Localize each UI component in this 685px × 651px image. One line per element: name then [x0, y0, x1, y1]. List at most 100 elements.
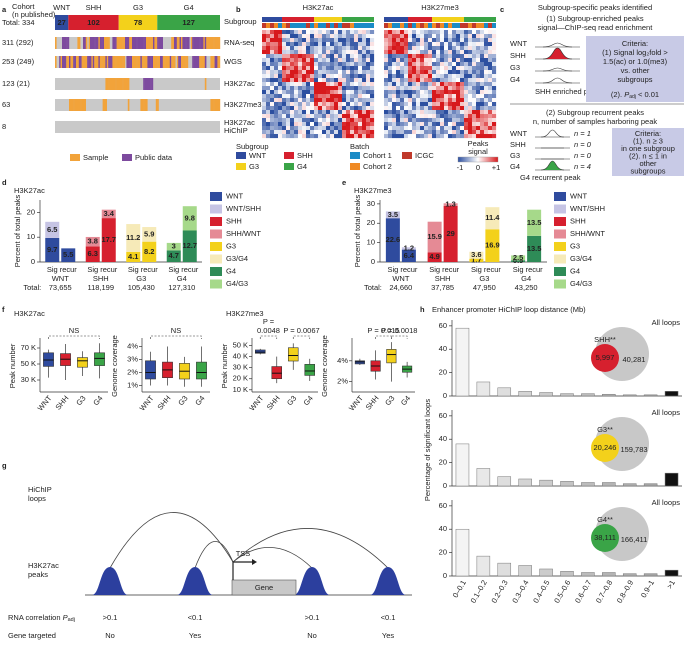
heatmap-cell: [354, 130, 359, 135]
heatmap-cell: [452, 82, 457, 87]
heatmap-cell: [468, 130, 473, 135]
heatmap-cell: [400, 102, 405, 107]
heatmap-cell: [492, 78, 497, 83]
sample-stripe: [174, 56, 176, 68]
sample-stripe: [200, 37, 203, 49]
heatmap-cell: [302, 86, 307, 91]
heatmap-cell: [468, 78, 473, 83]
bar: [581, 393, 595, 397]
heatmap-cell: [298, 46, 303, 51]
sample-stripe: [98, 37, 100, 49]
heatmap-cell: [396, 130, 401, 135]
heatmap-cell: [338, 42, 343, 47]
heatmap-cell: [488, 74, 493, 79]
heatmap-cell: [388, 82, 393, 87]
scale-label: -1: [457, 163, 464, 172]
heatmap-cell: [294, 66, 299, 71]
heatmap-cell: [456, 78, 461, 83]
heatmap-cell: [350, 54, 355, 59]
x-tick-label: 0.8–0.9: [615, 578, 635, 604]
batch-annotation: [266, 23, 270, 28]
row-label: H3K27ac: [224, 118, 255, 127]
heatmap-cell: [322, 62, 327, 67]
heatmap-cell: [318, 122, 323, 127]
heatmap-cell: [384, 98, 389, 103]
heatmap-cell: [322, 110, 327, 115]
heatmap-cell: [346, 78, 351, 83]
heatmap-cell: [452, 74, 457, 79]
heatmap-cell: [408, 38, 413, 43]
heatmap-cell: [362, 106, 367, 111]
heatmap-cell: [346, 42, 351, 47]
batch-annotation: [492, 23, 496, 28]
sample-stripe: [155, 37, 158, 49]
heatmap-cell: [298, 30, 303, 35]
sample-stripe: [85, 37, 88, 49]
heatmap-cell: [290, 98, 295, 103]
heatmap-cell: [342, 50, 347, 55]
heatmap-cell: [334, 94, 339, 99]
criteria-text: Criteria:: [622, 39, 648, 48]
heatmap-cell: [404, 90, 409, 95]
bar: [539, 392, 553, 397]
heatmap-cell: [448, 130, 453, 135]
heatmap-cell: [480, 122, 485, 127]
bar: [602, 482, 616, 487]
heatmap-cell: [322, 134, 327, 139]
heatmap-cell: [318, 102, 323, 107]
heatmap-cell: [342, 66, 347, 71]
heatmap-cell: [432, 74, 437, 79]
heatmap-cell: [416, 30, 421, 35]
heatmap-cell: [404, 50, 409, 55]
heatmap-cell: [290, 90, 295, 95]
subgroup-annotation: [428, 17, 432, 22]
heatmap-cell: [456, 70, 461, 75]
heatmap-cell: [432, 94, 437, 99]
sample-stripe: [97, 56, 99, 68]
heatmap-cell: [424, 102, 429, 107]
heatmap-cell: [330, 62, 335, 67]
heatmap-cell: [274, 66, 279, 71]
legend-swatch: [210, 254, 222, 264]
heatmap-cell: [282, 42, 287, 47]
bar-label: recur: [181, 265, 199, 274]
group-label: G3: [479, 274, 489, 283]
panel-letter: h: [420, 305, 425, 314]
heatmap-cell: [358, 82, 363, 87]
heatmap-cell: [326, 78, 331, 83]
heatmap-cell: [342, 54, 347, 59]
heatmap-cell: [428, 38, 433, 43]
heatmap-cell: [412, 50, 417, 55]
heatmap-cell: [270, 82, 275, 87]
heatmap-cell: [492, 82, 497, 87]
sample-stripe: [69, 56, 71, 68]
total-value: 24,660: [389, 283, 412, 292]
heatmap-cell: [440, 74, 445, 79]
heatmap-cell: [306, 98, 311, 103]
sample-stripe: [116, 37, 119, 49]
sample-stripe: [60, 56, 63, 68]
heatmap-cell: [452, 98, 457, 103]
heatmap-cell: [444, 106, 449, 111]
heatmap-cell: [392, 78, 397, 83]
batch-annotation: [294, 23, 298, 28]
heatmap-cell: [298, 62, 303, 67]
heatmap-cell: [420, 46, 425, 51]
heatmap-cell: [286, 114, 291, 119]
bar: [602, 393, 616, 397]
heatmap-cell: [350, 106, 355, 111]
sample-stripe: [83, 99, 85, 111]
sample-stripe: [66, 37, 68, 49]
peak-shape: [542, 77, 573, 84]
heatmap-cell: [358, 90, 363, 95]
heatmap-cell: [302, 30, 307, 35]
sample-stripe: [105, 99, 107, 111]
sample-stripe: [85, 56, 88, 68]
subgroup-annotation: [472, 17, 476, 22]
bar-segment: [126, 224, 141, 252]
heatmap-cell: [396, 30, 401, 35]
heatmap-cell: [440, 86, 445, 91]
heatmap-cell: [440, 126, 445, 131]
heatmap-cell: [298, 114, 303, 119]
